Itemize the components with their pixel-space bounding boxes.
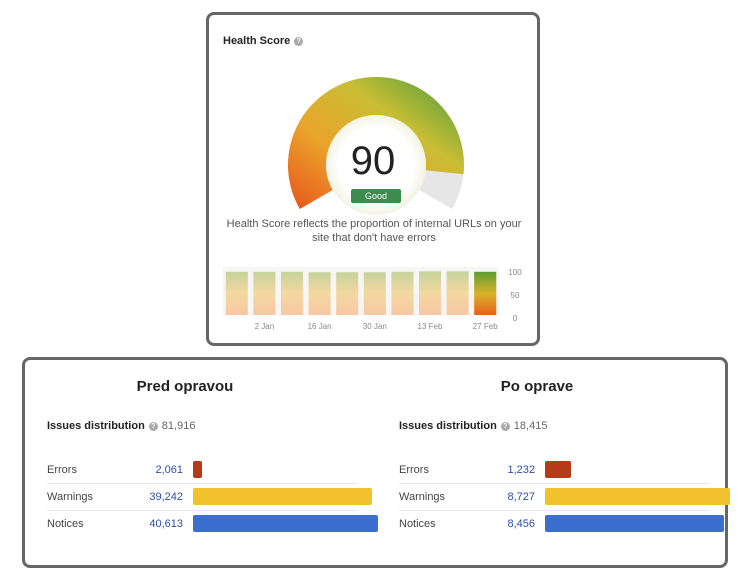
row-warnings[interactable]: Warnings 39,242 <box>47 484 372 511</box>
health-score-description: Health Score reflects the proportion of … <box>226 218 522 244</box>
row-label: Errors <box>47 464 77 476</box>
row-label: Warnings <box>399 491 446 503</box>
row-value[interactable]: 1,232 <box>507 464 535 476</box>
issues-distribution-label: Issues distribution <box>47 420 145 432</box>
notices-bar[interactable] <box>193 515 378 532</box>
row-value[interactable]: 8,727 <box>507 491 535 503</box>
issues-distribution-label: Issues distribution <box>399 420 497 432</box>
history-bar[interactable] <box>253 271 276 315</box>
row-errors[interactable]: Errors 2,061 <box>47 457 357 484</box>
health-score-card: Health Score? 90 Good Health Score refle… <box>206 12 540 346</box>
history-bar[interactable] <box>418 271 442 315</box>
gauge-fill <box>288 77 464 210</box>
question-circle-icon[interactable]: ? <box>500 421 510 431</box>
issues-distribution-after: Issues distribution? 18,415 <box>399 420 547 432</box>
issues-card: Pred opravou Issues distribution? 81,916 … <box>22 357 730 568</box>
row-label: Errors <box>399 464 429 476</box>
health-score-title: Health Score? <box>223 35 304 47</box>
row-notices[interactable]: Notices 8,456 <box>399 511 725 537</box>
warnings-bar[interactable] <box>545 488 730 505</box>
history-bar[interactable] <box>446 271 469 315</box>
history-bar[interactable] <box>391 271 414 315</box>
issues-distribution-before: Issues distribution? 81,916 <box>47 420 195 432</box>
panel-before-title: Pred opravou <box>136 378 234 395</box>
panel-after: Po oprave Issues distribution? 18,415 Err… <box>377 360 730 565</box>
history-bar[interactable] <box>308 272 331 315</box>
row-errors[interactable]: Errors 1,232 <box>399 457 709 484</box>
row-value[interactable]: 40,613 <box>149 518 183 530</box>
panel-after-title: Po oprave <box>500 378 574 395</box>
errors-bar[interactable] <box>545 461 572 478</box>
y-tick-label: 50 <box>511 291 520 300</box>
y-tick-label: 0 <box>513 314 518 323</box>
x-tick-label: 13 Feb <box>418 322 443 331</box>
history-bar[interactable] <box>336 272 359 315</box>
issues-distribution-total: 18,415 <box>513 420 548 432</box>
health-history-chart: 2 Jan 16 Jan 30 Jan 13 Feb 27 Feb 100 50 0 <box>223 267 522 331</box>
row-value[interactable]: 39,242 <box>149 491 183 503</box>
row-notices[interactable]: Notices 40,613 <box>47 511 378 537</box>
question-circle-icon[interactable]: ? <box>294 36 304 46</box>
question-circle-icon[interactable]: ? <box>148 421 158 431</box>
row-value[interactable]: 2,061 <box>155 464 183 476</box>
row-label: Warnings <box>47 491 94 503</box>
notices-bar[interactable] <box>545 515 725 532</box>
row-label: Notices <box>399 518 436 530</box>
errors-bar[interactable] <box>193 461 203 478</box>
x-tick-label: 2 Jan <box>255 322 275 331</box>
row-label: Notices <box>47 518 84 530</box>
x-tick-label: 27 Feb <box>473 322 498 331</box>
status-badge: Good <box>351 189 401 203</box>
issues-distribution-total: 81,916 <box>161 420 196 432</box>
panel-before: Pred opravou Issues distribution? 81,916 … <box>25 360 378 565</box>
history-bar[interactable] <box>225 271 248 315</box>
health-score-value: 90 <box>350 139 396 183</box>
history-bar[interactable] <box>363 272 386 315</box>
x-tick-label: 16 Jan <box>308 322 332 331</box>
row-warnings[interactable]: Warnings 8,727 <box>399 484 730 511</box>
y-tick-label: 100 <box>508 268 522 277</box>
history-bar[interactable] <box>280 271 304 315</box>
history-bar[interactable] <box>474 271 497 315</box>
x-tick-label: 30 Jan <box>363 322 387 331</box>
row-value[interactable]: 8,456 <box>507 518 535 530</box>
warnings-bar[interactable] <box>193 488 372 505</box>
